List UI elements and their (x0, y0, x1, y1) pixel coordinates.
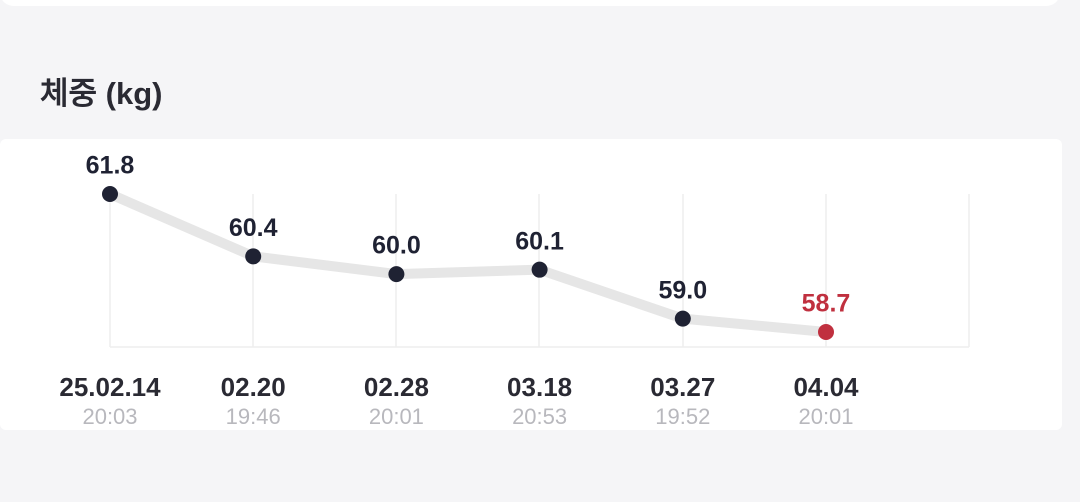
value-label: 58.7 (802, 290, 851, 318)
line (105, 189, 831, 337)
time-label: 20:01 (798, 404, 853, 429)
top-card (2, 0, 1058, 6)
point (674, 310, 691, 327)
value-label: 60.0 (372, 232, 421, 260)
time-label: 19:52 (655, 404, 710, 429)
value-label: 61.8 (86, 152, 135, 180)
chart-title: 체중 (kg) (40, 76, 162, 111)
value-label: 60.1 (515, 227, 564, 255)
x-tick-label: 03.27 (650, 372, 715, 402)
time-label: 19:46 (226, 404, 281, 429)
time-label: 20:53 (512, 404, 567, 429)
x-tick-label: 02.20 (221, 372, 286, 402)
value-label: 60.4 (229, 214, 278, 242)
chart-card (0, 139, 1062, 430)
time-label: 20:03 (82, 404, 137, 429)
point (245, 248, 262, 265)
point (818, 324, 834, 340)
x-tick-label: 25.02.14 (59, 372, 161, 402)
point (531, 261, 548, 278)
time-label: 20:01 (369, 404, 424, 429)
point (388, 266, 405, 283)
x-tick-label: 02.28 (364, 372, 429, 402)
value-label: 59.0 (658, 276, 707, 304)
x-tick-label: 03.18 (507, 372, 572, 402)
point (102, 186, 118, 202)
x-tick-label: 04.04 (793, 372, 859, 402)
